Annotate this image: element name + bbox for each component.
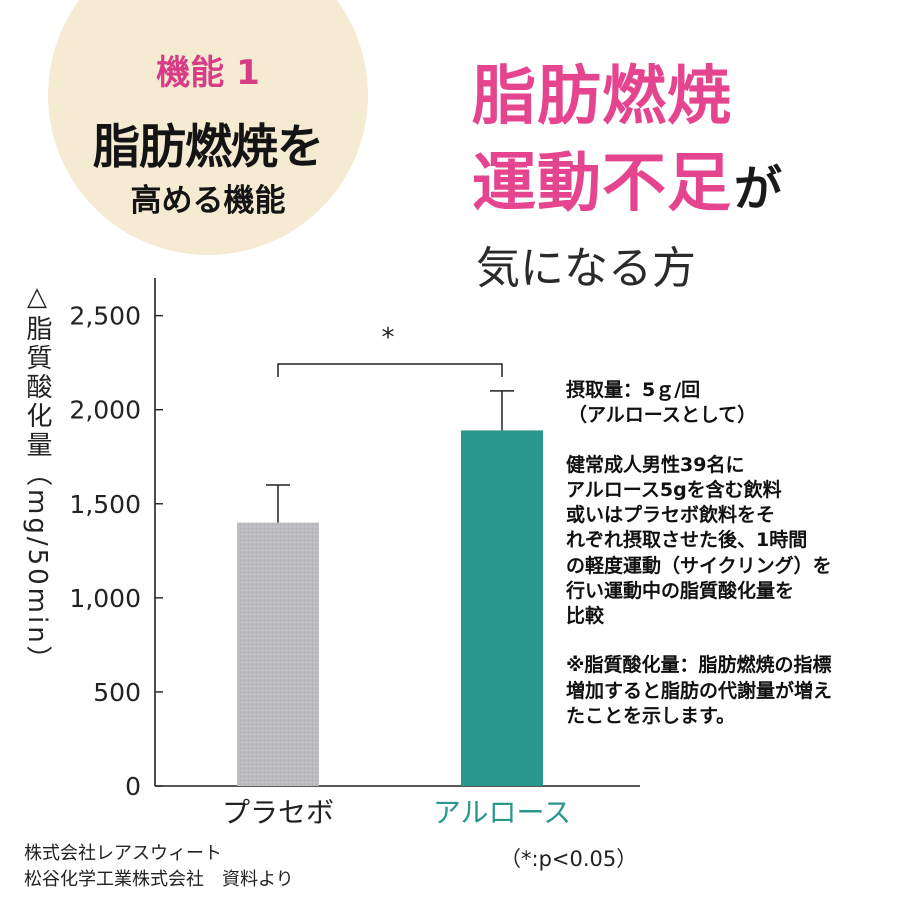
note-footnote-line: 増加すると脂肪の代謝量が増え xyxy=(566,679,833,702)
note-footnote-line: ※脂質酸化量：脂肪燃焼の指標 xyxy=(566,654,832,677)
note-method-line: 或いはプラセボ飲料をそ xyxy=(566,504,776,527)
note-method-line: 健常成人男性39名に xyxy=(566,453,745,476)
significance-star: * xyxy=(382,323,395,353)
note-dose-line2: （アルロースとして） xyxy=(568,404,757,427)
headline-line2-main: 運動不足 xyxy=(472,147,732,221)
study-notes: 摂取量：5ｇ/回 （アルロースとして） 健常成人男性39名に アルロース5gを含… xyxy=(566,378,896,729)
source-line2: 松谷化学工業株式会社 資料より xyxy=(24,869,294,891)
note-method: 健常成人男性39名に アルロース5gを含む飲料 或いはプラセボ飲料をそ れぞれ摂… xyxy=(566,453,896,630)
badge-feature-number: 機能 1 xyxy=(156,53,260,93)
headline-line3: 気になる方 xyxy=(476,243,696,294)
bar-placebo xyxy=(237,522,319,786)
headline-line2-suffix: が xyxy=(734,161,784,217)
badge-title: 脂肪燃焼を xyxy=(93,120,324,175)
note-method-line: れぞれ摂取させた後、1時間 xyxy=(566,529,808,552)
y-tick-label: 500 xyxy=(93,678,141,707)
note-method-line: アルロース5gを含む飲料 xyxy=(566,478,782,501)
note-dose-line1: 摂取量：5ｇ/回 xyxy=(566,379,701,401)
x-category-label: アルロース xyxy=(433,796,571,829)
badge-subtitle: 高める機能 xyxy=(130,183,286,219)
note-footnote: ※脂質酸化量：脂肪燃焼の指標 増加すると脂肪の代謝量が増え たことを示します。 xyxy=(566,653,896,729)
note-footnote-line: たことを示します。 xyxy=(566,704,736,727)
note-method-line: 行い運動中の脂質酸化量を xyxy=(566,579,795,602)
y-tick-label: 1,500 xyxy=(69,490,141,519)
y-tick-label: 1,000 xyxy=(69,584,141,613)
source-credit: 株式会社レアスウィート 松谷化学工業株式会社 資料より xyxy=(24,841,294,893)
y-tick-label: 2,000 xyxy=(69,396,141,425)
note-method-line: 比較 xyxy=(566,605,605,628)
note-method-line: の軽度運動（サイクリング）を xyxy=(566,554,832,577)
significance-bracket xyxy=(277,363,503,377)
y-tick-label: 0 xyxy=(125,772,141,801)
significance-note: （*:p<0.05） xyxy=(500,847,638,871)
feature-badge-circle xyxy=(48,0,368,255)
headline-line2: 運動不足が xyxy=(472,132,783,224)
chart-y-axis-label: △脂質酸化量（mg/50min） xyxy=(22,282,52,675)
bar-allulose xyxy=(461,430,543,786)
x-category-label: プラセボ xyxy=(222,796,334,829)
headline-line1: 脂肪燃焼 xyxy=(472,60,732,134)
y-tick-label: 2,500 xyxy=(69,302,141,331)
source-line1: 株式会社レアスウィート xyxy=(24,843,222,864)
